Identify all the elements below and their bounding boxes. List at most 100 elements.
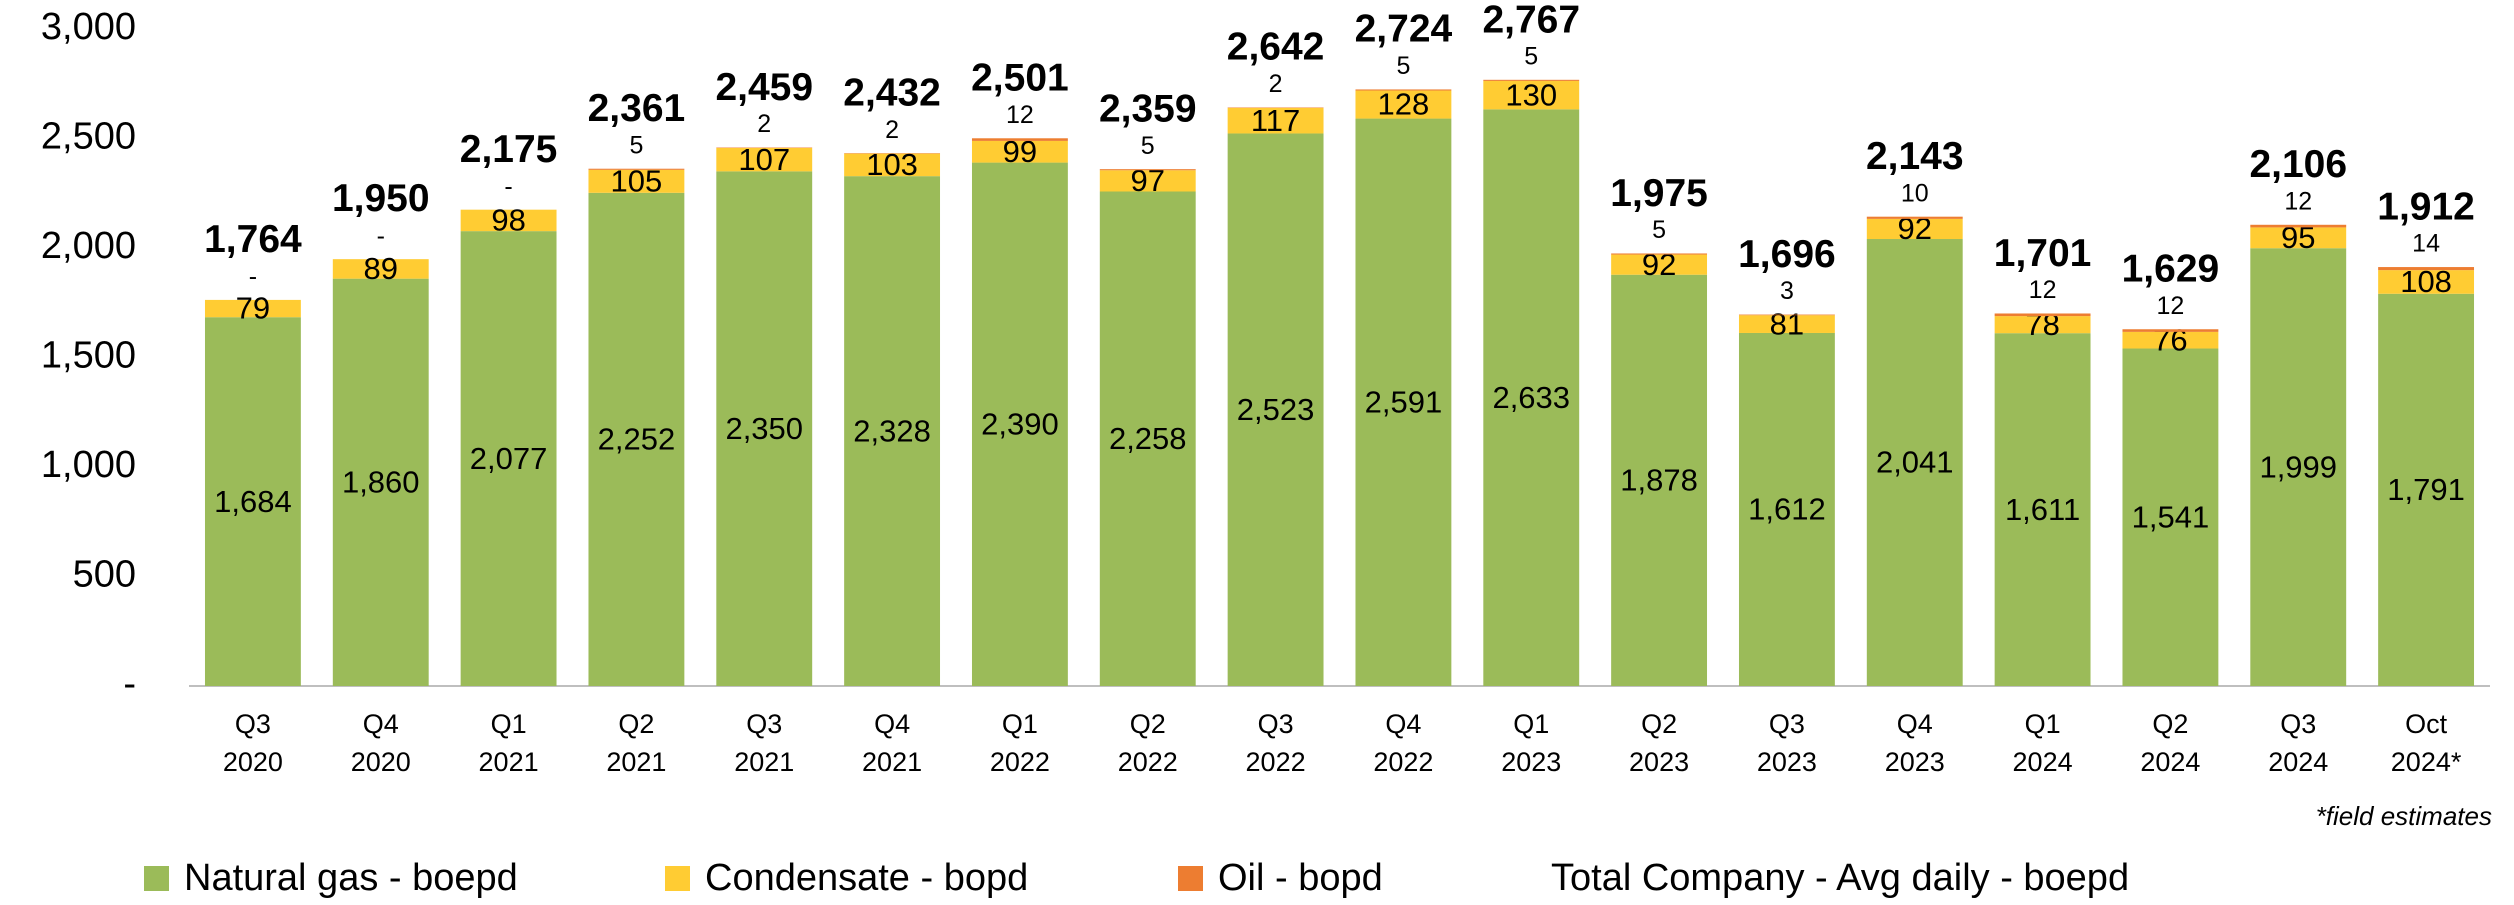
x-tick-label: Q2 2022 (1118, 709, 1178, 777)
total-label: 1,696 (1738, 233, 1836, 276)
x-tick-label: Q3 2023 (1757, 709, 1817, 777)
x-tick-label: Oct 2024* (2391, 709, 2462, 777)
y-tick-label: - (123, 663, 136, 705)
total-label: 2,767 (1482, 0, 1580, 41)
value-label: 130 (1505, 77, 1557, 112)
bar-segment (1738, 314, 1835, 316)
value-label: 5 (1396, 52, 1410, 80)
value-label: 1,684 (214, 484, 292, 519)
bar-segment (204, 317, 301, 686)
value-label: 5 (629, 131, 643, 159)
bar-segment (1355, 90, 1452, 119)
value-label: 12 (2157, 292, 2185, 320)
bar-segment (716, 171, 813, 687)
bar-segment (460, 231, 557, 686)
total-label: 2,361 (588, 87, 686, 130)
bar-segment (1227, 107, 1324, 134)
x-tick-label: Q2 2021 (606, 709, 666, 777)
y-tick-label: 1,500 (41, 335, 136, 377)
bar-segment (1738, 332, 1835, 686)
bar-segment (2250, 227, 2347, 249)
total-label: 2,143 (1866, 135, 1964, 178)
value-label: 1,791 (2387, 472, 2465, 507)
bar-segment (1355, 89, 1452, 91)
x-tick-label: Q1 2023 (1501, 709, 1561, 777)
value-label: 103 (866, 147, 918, 182)
bar-segment (588, 169, 685, 193)
x-tick-label: Q1 2024 (2013, 709, 2073, 777)
value-label: 12 (2284, 187, 2312, 215)
bar-segment (844, 176, 941, 686)
legend-label: Total Company - Avg daily - boepd (1551, 857, 2129, 899)
value-label: 2 (1269, 70, 1283, 98)
value-label: 89 (364, 251, 398, 286)
total-label: 2,106 (2249, 143, 2347, 186)
legend-swatch (665, 866, 690, 891)
x-tick-label: Q1 2021 (479, 709, 539, 777)
y-tick-label: 1,000 (41, 444, 136, 486)
x-tick-label: Q2 2024 (2140, 709, 2200, 777)
bar-segment (1355, 118, 1452, 687)
bar-segment (1483, 109, 1580, 687)
bar-segment (1994, 316, 2091, 334)
value-label: 2,350 (725, 411, 803, 446)
value-label: 2,591 (1365, 384, 1443, 419)
bar-segment (844, 153, 941, 177)
bar-segment (204, 299, 301, 318)
annotation: *field estimates (2316, 801, 2492, 831)
total-label: 1,701 (1994, 232, 2092, 275)
value-label: 2,041 (1876, 445, 1954, 480)
bar-segment (2378, 267, 2475, 271)
value-label: 97 (1131, 163, 1165, 198)
value-label: 92 (1642, 247, 1676, 282)
total-label: 2,724 (1355, 8, 1453, 51)
total-label: 2,432 (843, 72, 941, 115)
legend-label: Natural gas - boepd (184, 857, 518, 899)
value-label: 76 (2153, 322, 2187, 357)
x-tick-label: Q2 2023 (1629, 709, 1689, 777)
bar-segment (1866, 239, 1963, 686)
legend-label: Condensate - bopd (705, 857, 1028, 899)
value-label: 1,541 (2132, 499, 2210, 534)
bar-segment (1227, 133, 1324, 686)
x-tick-label: Q3 2021 (734, 709, 794, 777)
bar-segment (1611, 253, 1708, 255)
bar-segment (1738, 315, 1835, 333)
bar-segment (1866, 216, 1963, 219)
value-label: 12 (2029, 276, 2057, 304)
total-label: 2,501 (971, 57, 1069, 100)
value-label: 3 (1780, 277, 1794, 305)
x-tick-label: Q4 2020 (351, 709, 411, 777)
total-label: 2,459 (715, 66, 813, 109)
bar-segment (1994, 333, 2091, 686)
value-label: - (249, 263, 257, 291)
value-label: 81 (1770, 306, 1804, 341)
value-label: 10 (1901, 179, 1929, 207)
total-label: 1,764 (204, 218, 302, 261)
x-tick-label: Q3 2024 (2268, 709, 2328, 777)
value-label: 1,611 (2005, 492, 2080, 527)
value-label: 1,860 (342, 465, 420, 500)
bar-segment (1611, 254, 1708, 275)
bar-segment (2250, 248, 2347, 686)
value-label: - (377, 222, 385, 250)
legend-swatch (1178, 866, 1203, 891)
value-label: 5 (1524, 42, 1538, 70)
bar-segment (2378, 270, 2475, 294)
value-label: 107 (738, 142, 790, 177)
value-label: 14 (2412, 230, 2440, 258)
total-label: 2,175 (460, 128, 558, 171)
bar-segment (588, 168, 685, 170)
bar-segment (2122, 348, 2219, 686)
y-tick-label: 500 (73, 554, 136, 596)
value-label: 2,077 (470, 441, 548, 476)
value-label: 128 (1378, 87, 1430, 122)
bar-segment (2250, 224, 2347, 228)
bar-segment (1611, 274, 1708, 686)
x-tick-label: Q4 2022 (1373, 709, 1433, 777)
total-label: 2,359 (1099, 88, 1197, 131)
bar-segment (332, 259, 429, 279)
bar-segment (971, 140, 1068, 163)
value-label: 2,523 (1237, 392, 1315, 427)
value-label: - (504, 172, 512, 200)
